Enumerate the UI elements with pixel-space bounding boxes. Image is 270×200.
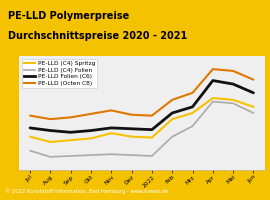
Text: © 2022 Kunststoff Information, Bad Homburg - www.kiweb.de: © 2022 Kunststoff Information, Bad Hombu… (5, 188, 168, 194)
Text: PE-LLD Polymerpreise: PE-LLD Polymerpreise (8, 11, 129, 21)
Legend: PE-LLD (C4) Spritzg, PE-LLD (C4) Folien, PE-LLD Folien (C6), PE-LLD (Octen C8): PE-LLD (C4) Spritzg, PE-LLD (C4) Folien,… (22, 59, 97, 88)
Text: Durchschnittspreise 2020 - 2021: Durchschnittspreise 2020 - 2021 (8, 31, 187, 41)
